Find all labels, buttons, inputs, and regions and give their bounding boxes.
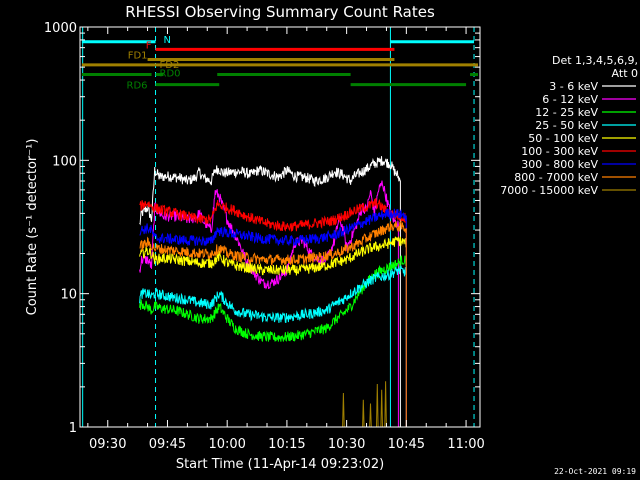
x-axis: 09:30 09:45 10:00 10:15 10:30 10:45 11:00 xyxy=(87,27,485,452)
legend-label-2: 12 - 25 keV xyxy=(535,106,598,119)
plot-frame xyxy=(79,26,481,428)
x-tick-label-1: 09:45 xyxy=(149,437,186,452)
plot-content xyxy=(81,27,479,427)
y-axis: 1 10 100 1000 xyxy=(44,21,480,436)
series-line-2 xyxy=(139,255,407,427)
y-tick-label-2: 100 xyxy=(52,154,77,169)
legend-label-4: 50 - 100 keV xyxy=(528,132,598,145)
series-line-6 xyxy=(139,208,407,427)
series-line-4 xyxy=(139,235,407,427)
legend-title-line2: Att 0 xyxy=(612,67,638,80)
legend-label-3: 25 - 50 keV xyxy=(535,119,598,132)
chart-title: RHESSI Observing Summary Count Rates xyxy=(125,3,435,21)
x-tick-label-5: 10:45 xyxy=(388,437,425,452)
x-tick-label-4: 10:30 xyxy=(328,437,365,452)
legend-label-5: 100 - 300 keV xyxy=(521,145,598,158)
series-line-7 xyxy=(139,220,407,427)
legend-label-1: 6 - 12 keV xyxy=(542,93,598,106)
flag-label-rd6: RD6 xyxy=(127,81,148,92)
y-tick-label-1: 10 xyxy=(60,288,77,303)
x-tick-label-6: 11:00 xyxy=(447,437,484,452)
flag-label-fd1: FD1 xyxy=(128,51,148,62)
legend-title-line1: Det 1,3,4,5,6,9, xyxy=(552,54,638,67)
legend-label-7: 800 - 7000 keV xyxy=(514,171,598,184)
flag-label-rd0: RD0 xyxy=(160,69,181,80)
series-line-0 xyxy=(139,156,401,427)
legend-label-8: 7000 - 15000 keV xyxy=(500,184,598,197)
x-axis-label: Start Time (11-Apr-14 09:23:02) xyxy=(176,457,384,472)
legend-label-6: 300 - 800 keV xyxy=(521,158,598,171)
series-line-5 xyxy=(139,198,407,427)
footer-timestamp: 22-Oct-2021 09:19 xyxy=(554,467,636,476)
legend-label-0: 3 - 6 keV xyxy=(549,80,598,93)
y-tick-label-0: 1 xyxy=(69,421,77,436)
flag-label-f: F xyxy=(146,40,152,51)
series-line-3 xyxy=(139,265,407,427)
flag-label-n: N xyxy=(163,35,170,46)
flag-label-fd2: FD2 xyxy=(160,60,180,71)
y-axis-label: Count Rate (s⁻¹ detector⁻¹) xyxy=(25,139,40,316)
x-tick-label-0: 09:30 xyxy=(89,437,126,452)
y-tick-label-3: 1000 xyxy=(44,21,77,36)
x-tick-label-2: 10:00 xyxy=(208,437,245,452)
x-tick-label-3: 10:15 xyxy=(268,437,305,452)
